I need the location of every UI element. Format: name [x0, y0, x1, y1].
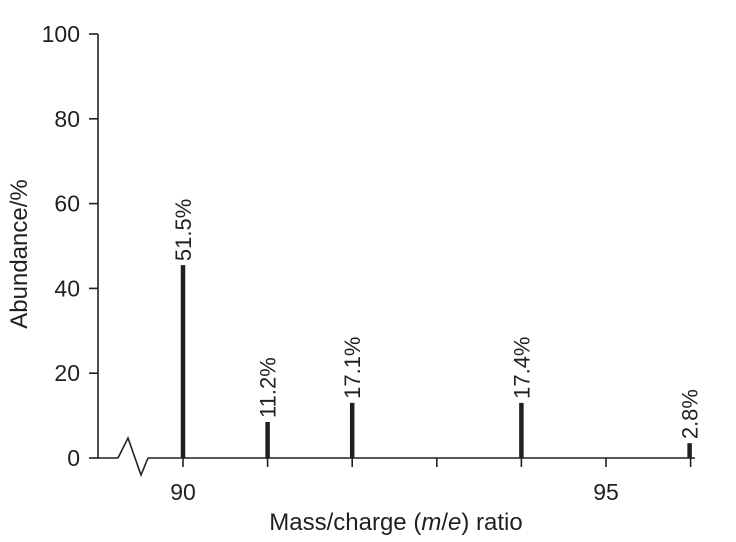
axis-break-symbol	[117, 435, 149, 478]
x-axis: 90 95	[98, 435, 695, 505]
y-axis-title: Abundance/%	[6, 179, 33, 328]
x-axis-title-after: ) ratio	[461, 509, 522, 536]
y-axis: 0 20 40 60 80 100	[42, 21, 99, 471]
data-label-mz-96: 2.8%	[678, 389, 703, 439]
x-axis-title-before: Mass/charge (	[269, 509, 421, 536]
y-tick-label-0: 0	[67, 445, 80, 471]
data-label-mz-94: 17.4%	[509, 336, 534, 398]
x-tick-label-90: 90	[170, 479, 196, 505]
bars	[180, 265, 692, 458]
x-axis-title: Mass/charge (m/e) ratio	[269, 509, 522, 536]
x-axis-title-slash: /	[441, 509, 448, 536]
x-axis-title-m: m	[421, 509, 441, 536]
x-tick-label-95: 95	[593, 479, 619, 505]
data-label-mz-91: 11.2%	[256, 357, 281, 418]
x-axis-title-e: e	[448, 509, 461, 536]
y-tick-label-40: 40	[54, 275, 80, 301]
y-tick-label-60: 60	[54, 191, 80, 217]
data-labels: 51.5% 11.2% 17.1% 17.4% 2.8%	[171, 199, 703, 439]
y-tick-label-20: 20	[54, 360, 80, 386]
y-tick-label-80: 80	[54, 106, 80, 132]
data-label-mz-92: 17.1%	[340, 336, 365, 398]
y-tick-label-100: 100	[42, 21, 80, 47]
data-label-mz-90: 51.5%	[171, 199, 196, 261]
